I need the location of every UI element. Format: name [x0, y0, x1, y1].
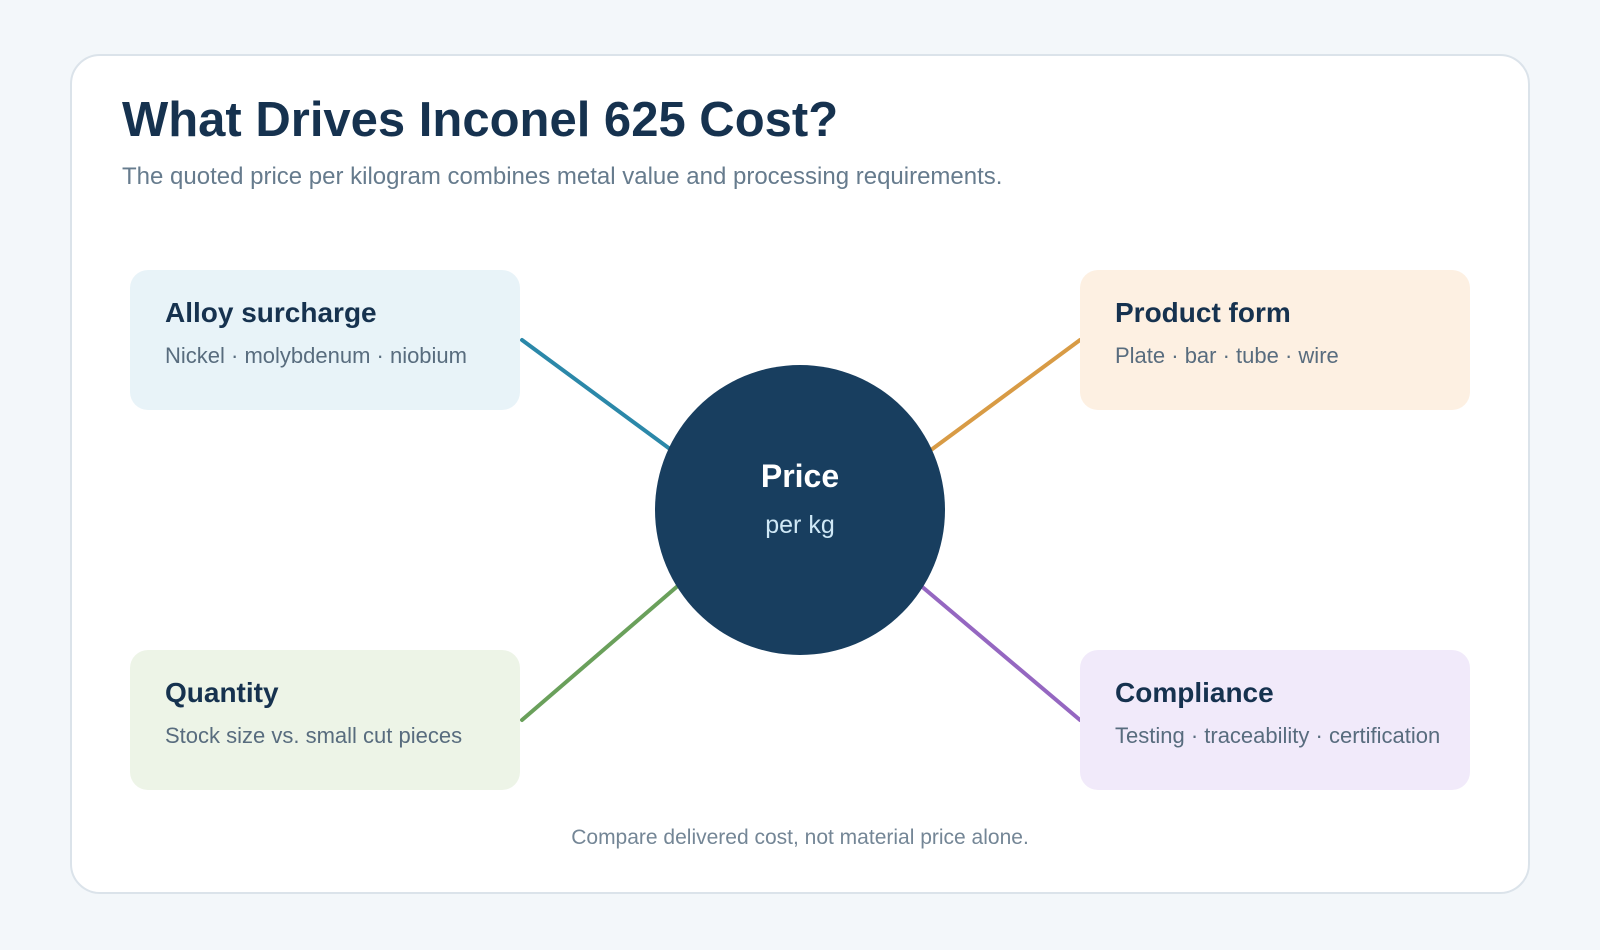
factor-detail: Stock size vs. small cut pieces — [165, 723, 463, 748]
center-subtitle: per kg — [765, 511, 835, 539]
factor-detail: Plate · bar · tube · wire — [1115, 343, 1339, 368]
page-title: What Drives Inconel 625 Cost? — [122, 93, 839, 147]
factor-detail: Nickel · molybdenum · niobium — [165, 343, 467, 368]
factor-title: Quantity — [165, 677, 279, 708]
factor-title: Product form — [1115, 297, 1291, 328]
page-subtitle: The quoted price per kilogram combines m… — [122, 163, 1003, 190]
factor-title: Alloy surcharge — [165, 297, 377, 328]
connector-quantity — [520, 582, 682, 722]
factor-title: Compliance — [1115, 677, 1274, 708]
factor-product-form: Product form Plate · bar · tube · wire — [1080, 270, 1470, 410]
price-center-node: Price per kg — [655, 365, 945, 655]
connector-product-form — [929, 338, 1082, 452]
factor-quantity: Quantity Stock size vs. small cut pieces — [130, 650, 520, 790]
center-title: Price — [760, 458, 840, 494]
factor-alloy-surcharge: Alloy surcharge Nickel · molybdenum · ni… — [130, 270, 520, 410]
footer-note: Compare delivered cost, not material pri… — [571, 826, 1029, 849]
factor-compliance: Compliance Testing · traceability · cert… — [1080, 650, 1470, 790]
factor-detail: Testing · traceability · certification — [1115, 723, 1441, 748]
connector-compliance — [918, 583, 1082, 722]
connector-alloy-surcharge — [520, 338, 672, 451]
